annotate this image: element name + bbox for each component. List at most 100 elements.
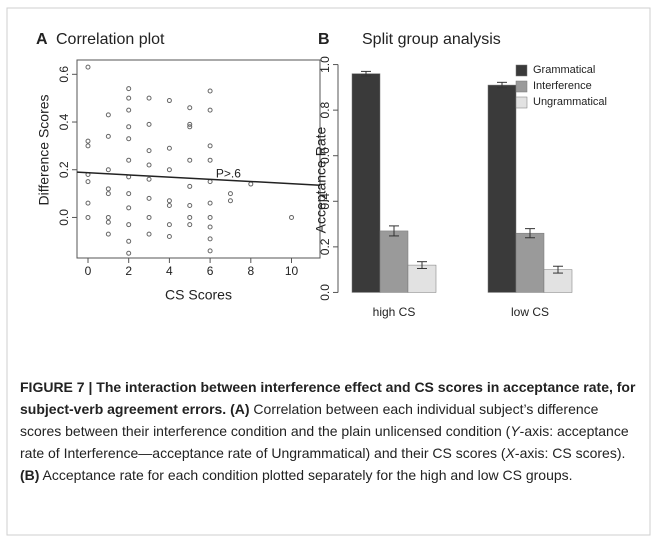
x-tick-label: 6	[207, 264, 214, 278]
point	[146, 214, 152, 220]
y-tick-label: 0.4	[57, 113, 71, 130]
caption-text: Y	[510, 423, 520, 439]
point	[207, 107, 213, 113]
x-tick-label: 8	[247, 264, 254, 278]
y-tick-label: 0.2	[57, 161, 71, 178]
point	[227, 191, 233, 197]
point	[85, 138, 91, 144]
point	[105, 219, 111, 225]
point	[207, 200, 213, 206]
y-tick-label: 1.0	[318, 56, 332, 73]
point	[126, 86, 132, 92]
annotation: P>.6	[216, 167, 241, 181]
x-tick-label: 10	[285, 264, 299, 278]
point	[207, 157, 213, 163]
point	[126, 107, 132, 113]
point	[126, 136, 132, 142]
panel-label: B	[318, 31, 330, 48]
legend-label: Grammatical	[533, 64, 595, 76]
y-tick-label: 0.2	[318, 238, 332, 255]
caption-text: (B)	[20, 467, 40, 483]
point	[207, 143, 213, 149]
point	[227, 198, 233, 204]
legend-label: Interference	[533, 80, 592, 92]
point	[126, 191, 132, 197]
panel-label: A	[36, 31, 48, 48]
point	[146, 162, 152, 168]
point	[146, 231, 152, 237]
point	[207, 179, 213, 185]
bar	[515, 232, 545, 293]
point	[105, 112, 111, 118]
point	[85, 64, 91, 70]
point	[207, 248, 213, 254]
point	[126, 250, 132, 256]
point	[126, 157, 132, 163]
point	[126, 238, 132, 244]
fit-line	[76, 171, 321, 186]
x-axis-label: CS Scores	[165, 287, 232, 303]
point	[146, 176, 152, 182]
point	[105, 167, 111, 173]
point	[105, 191, 111, 197]
caption-text: -axis: acceptance rate of Interference—a…	[20, 423, 629, 461]
point	[105, 133, 111, 139]
point	[146, 95, 152, 101]
point	[207, 224, 213, 230]
y-axis-label: Acceptance Rate	[313, 126, 329, 233]
y-axis-label: Difference Scores	[36, 94, 52, 205]
bar	[487, 84, 517, 293]
y-tick-label: 0.6	[318, 147, 332, 164]
y-tick-label: 0.8	[318, 101, 332, 118]
point	[166, 145, 172, 151]
caption-text: Acceptance rate for each condition plott…	[39, 467, 573, 483]
caption-text: (A)	[230, 401, 250, 417]
y-tick-label: 0.4	[318, 193, 332, 210]
bar	[407, 264, 437, 293]
point	[166, 167, 172, 173]
point	[85, 179, 91, 185]
figure-frame	[6, 7, 651, 536]
point	[146, 121, 152, 127]
bar	[379, 230, 409, 293]
point	[105, 231, 111, 237]
x-tick-label: high CS	[373, 305, 416, 319]
legend-label: Ungrammatical	[533, 96, 607, 108]
point	[187, 222, 193, 228]
chart-title: Split group analysis	[362, 31, 501, 48]
point	[126, 222, 132, 228]
point	[207, 88, 213, 94]
point	[187, 203, 193, 209]
point	[248, 181, 254, 187]
point	[187, 157, 193, 163]
x-tick-label: 0	[85, 264, 92, 278]
chart-title: Correlation plot	[56, 31, 165, 48]
bar	[351, 73, 381, 293]
point	[187, 214, 193, 220]
point	[187, 105, 193, 111]
point	[85, 200, 91, 206]
point	[166, 222, 172, 228]
point	[166, 98, 172, 104]
point	[105, 214, 111, 220]
point	[105, 186, 111, 192]
x-tick-label: 4	[166, 264, 173, 278]
x-tick-label: low CS	[511, 305, 549, 319]
point	[146, 148, 152, 154]
point	[289, 214, 295, 220]
x-tick-label: 2	[125, 264, 132, 278]
point	[166, 198, 172, 204]
point	[187, 183, 193, 189]
caption-text: Correlation between each individual subj…	[20, 401, 599, 439]
y-tick-label: 0.0	[318, 284, 332, 301]
point	[146, 195, 152, 201]
plot-frame	[76, 59, 321, 259]
point	[126, 205, 132, 211]
point	[166, 203, 172, 209]
point	[126, 95, 132, 101]
point	[187, 121, 193, 127]
caption: FIGURE 7 | The interaction between inter…	[20, 376, 640, 486]
y-tick-label: 0.6	[57, 66, 71, 83]
